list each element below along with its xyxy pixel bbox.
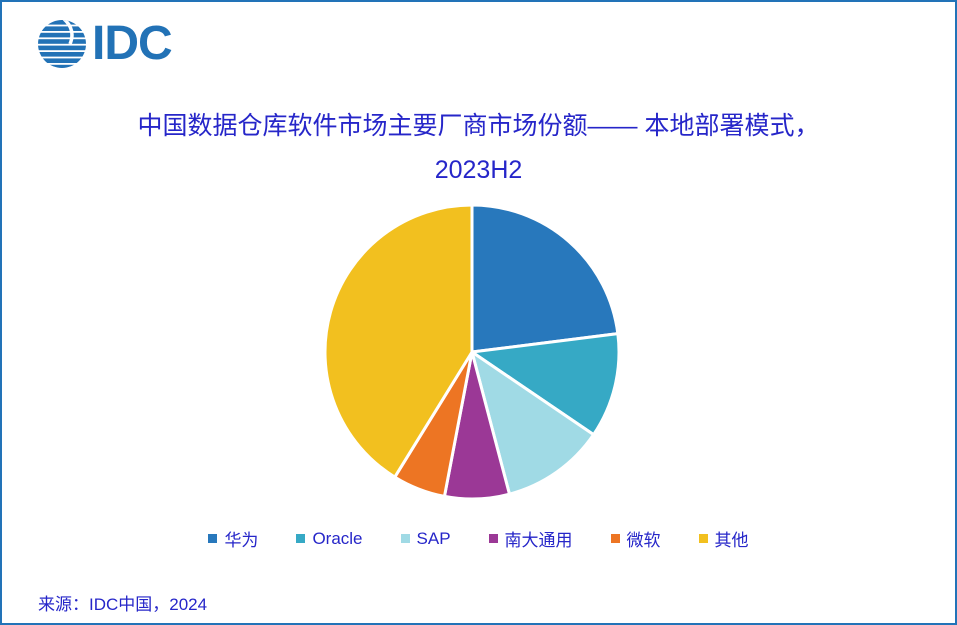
pie-chart-svg — [323, 203, 621, 501]
chart-title: 中国数据仓库软件市场主要厂商市场份额—— 本地部署模式， 2023H2 — [2, 104, 955, 192]
idc-globe-icon — [38, 20, 86, 68]
legend-swatch-icon — [400, 534, 410, 543]
legend-item-其他: 其他 — [698, 526, 749, 551]
legend-label: 华为 — [224, 531, 259, 550]
legend-swatch-icon — [488, 534, 498, 543]
pie-slice-其他 — [323, 203, 474, 479]
legend-item-微软: 微软 — [610, 526, 661, 551]
legend-label: Oracle — [312, 528, 363, 548]
legend-label: 南大通用 — [504, 531, 573, 550]
legend-label: 微软 — [626, 531, 661, 550]
pie-slice-华为 — [470, 203, 620, 354]
chart-title-line1: 中国数据仓库软件市场主要厂商市场份额—— 本地部署模式， — [137, 112, 820, 140]
legend-item-Oracle: Oracle — [296, 528, 363, 549]
legend-swatch-icon — [208, 534, 218, 543]
pie-slice-SAP — [470, 350, 596, 496]
idc-logo-text: IDC — [92, 17, 173, 70]
legend-swatch-icon — [296, 534, 306, 543]
legend-swatch-icon — [610, 534, 620, 543]
source-note: 来源：IDC中国，2024 — [38, 595, 208, 614]
chart-legend: 华为 Oracle SAP 南大通用 微软 其他 — [2, 526, 955, 551]
pie-slice-Oracle — [470, 332, 621, 437]
legend-label: SAP — [416, 528, 451, 548]
legend-swatch-icon — [698, 534, 708, 543]
legend-label: 其他 — [714, 531, 749, 550]
idc-logo: IDC — [36, 17, 173, 70]
pie-chart — [312, 192, 632, 512]
legend-item-SAP: SAP — [400, 528, 451, 549]
legend-item-南大通用: 南大通用 — [488, 526, 573, 551]
chart-title-line2: 2023H2 — [434, 156, 523, 184]
legend-item-华为: 华为 — [208, 526, 258, 551]
